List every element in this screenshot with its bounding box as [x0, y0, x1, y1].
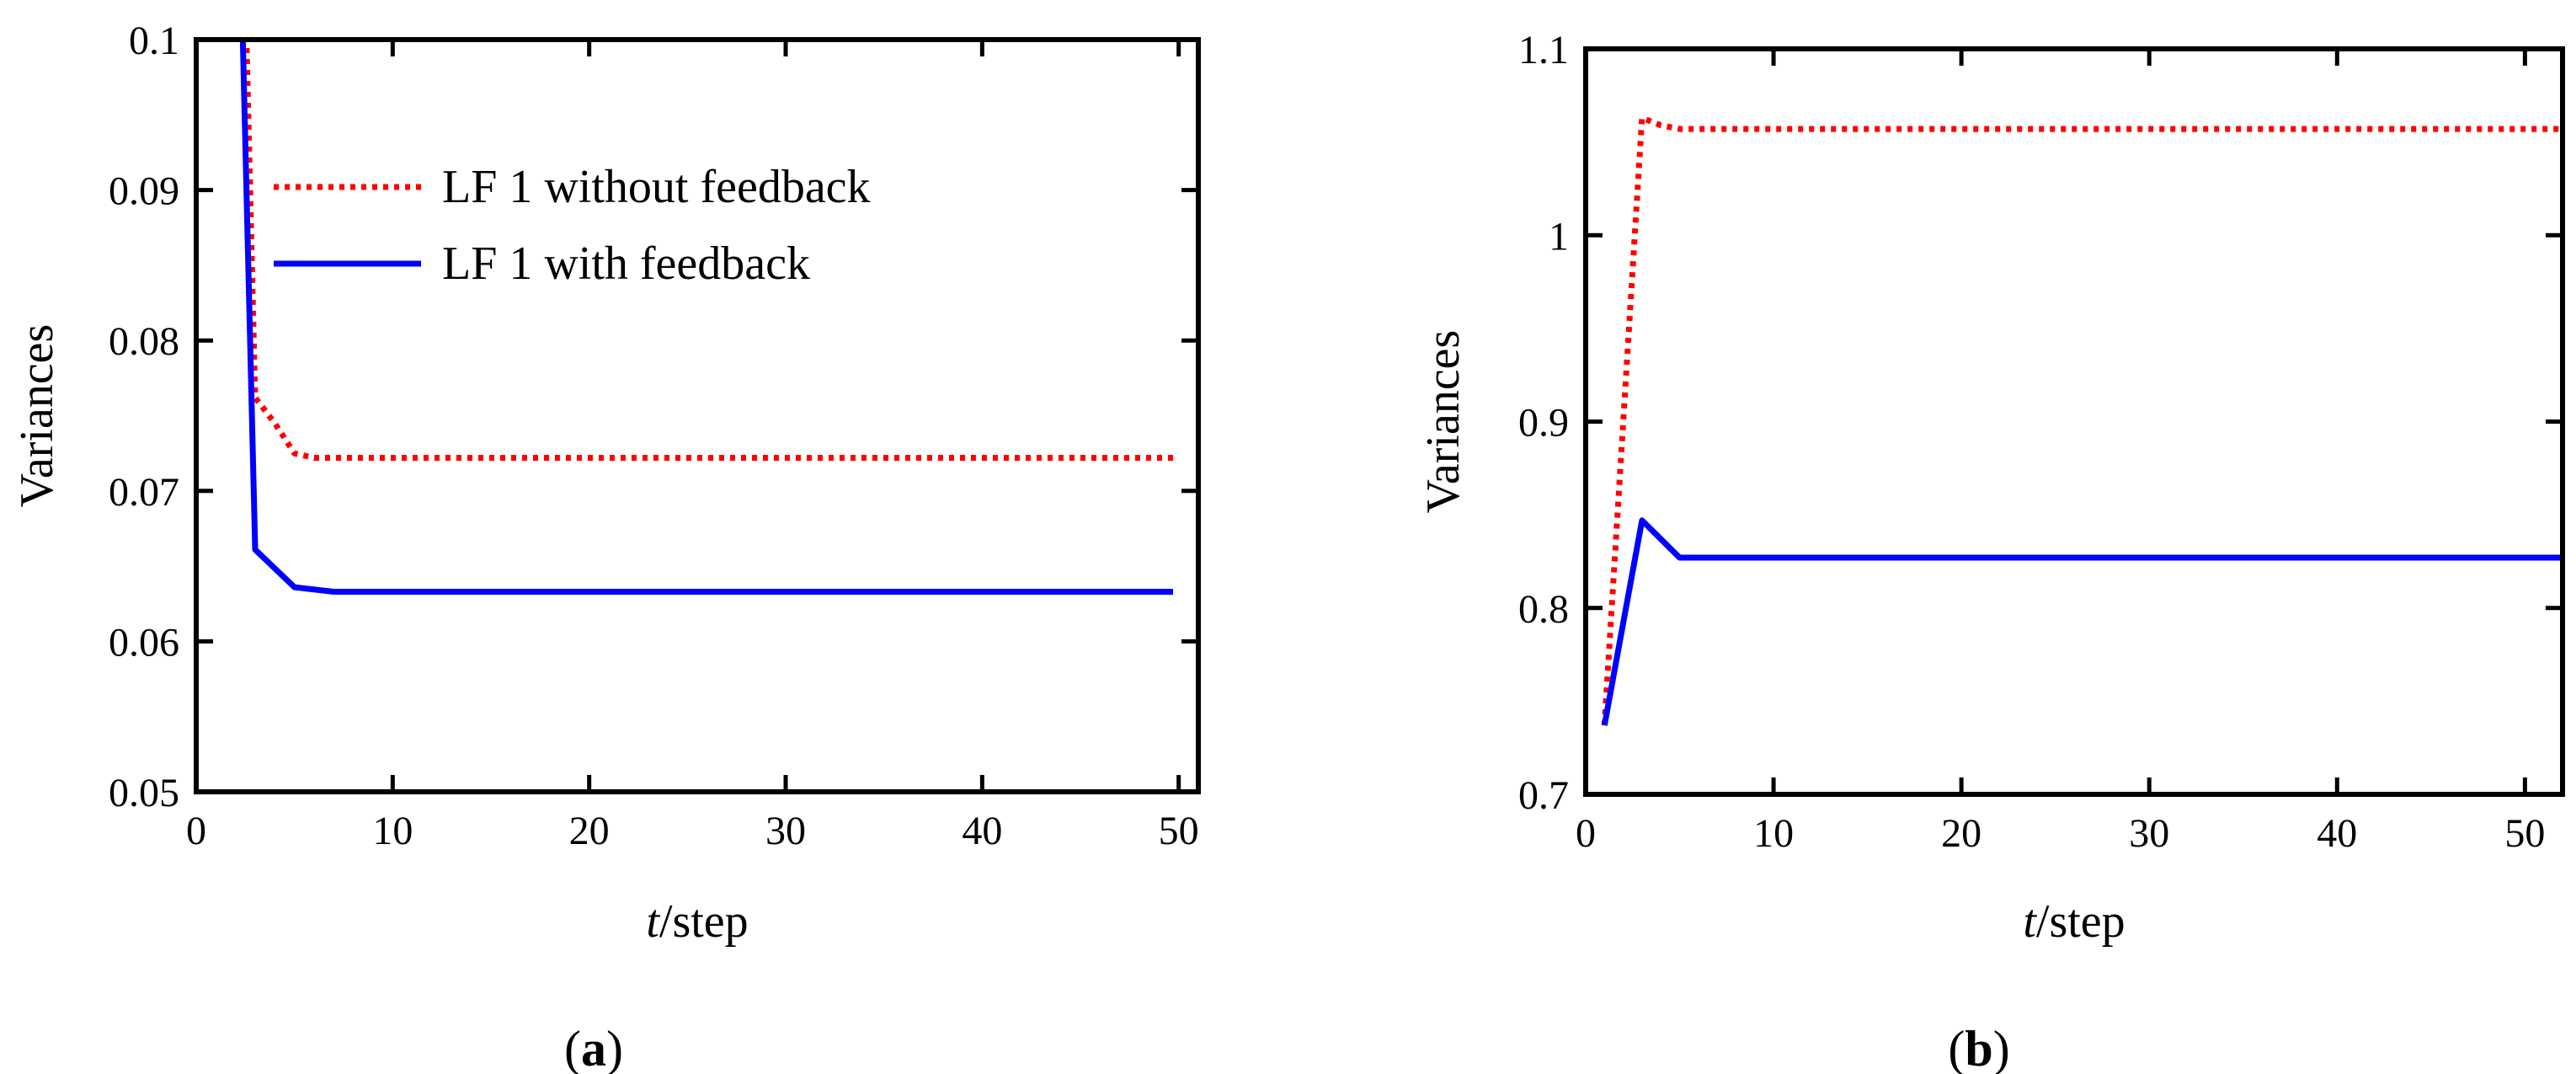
y-tick-label: 0.7 — [1518, 773, 1569, 818]
x-tick-label: 30 — [2129, 811, 2169, 856]
x-tick-label: 0 — [186, 809, 206, 853]
panel-label: (b) — [1948, 1021, 2009, 1074]
x-tick-label: 20 — [1941, 811, 1981, 856]
x-tick-label: 50 — [1159, 809, 1199, 853]
y-axis-label: Variances — [1417, 330, 1469, 514]
chart-a: 0 10 20 30 40 50 0.05 0.06 0.07 0.08 0.09 0.1 t/step… — [11, 19, 1201, 1074]
x-tick-label: 30 — [765, 809, 806, 853]
plot-frame — [194, 37, 1201, 794]
panel-label: (a) — [564, 1021, 623, 1074]
series-group — [239, 40, 1173, 595]
y-tick-label: 1 — [1549, 214, 1569, 259]
x-tick-label: 10 — [372, 809, 413, 853]
x-tick-label: 40 — [962, 809, 1002, 853]
x-tick-label: 20 — [569, 809, 610, 853]
y-tick-label: 0.06 — [109, 620, 179, 665]
chart-b: 0 10 20 30 40 50 0.7 0.8 0.9 1 1.1 t/step Variances (… — [1417, 28, 2565, 1074]
y-axis-label: Variances — [11, 324, 63, 508]
series-line-with-feedback — [1601, 517, 2563, 726]
series-line-without-feedback — [1601, 115, 2563, 726]
x-tick-label: 10 — [1753, 811, 1794, 856]
legend-label: LF 1 without feedback — [442, 161, 871, 213]
series-group — [1601, 115, 2563, 726]
y-tick-label: 0.05 — [109, 771, 179, 815]
x-tick-label: 40 — [2317, 811, 2357, 856]
series-line-with-feedback — [239, 40, 1173, 595]
legend-label: LF 1 with feedback — [442, 238, 810, 290]
y-tick-label: 0.09 — [109, 169, 179, 214]
y-tick-label: 0.07 — [109, 470, 179, 515]
x-tick-label: 50 — [2504, 811, 2545, 856]
y-tick-label: 0.8 — [1518, 587, 1569, 632]
legend: LF 1 without feedback LF 1 with feedback — [274, 161, 871, 290]
series-line-without-feedback — [243, 40, 1173, 461]
y-tick-label: 0.08 — [109, 319, 179, 364]
x-axis-label: t/step — [646, 895, 748, 948]
x-tick-label: 0 — [1576, 811, 1596, 856]
y-tick-label: 0.1 — [129, 19, 179, 63]
x-axis-label: t/step — [2023, 895, 2125, 948]
y-tick-label: 1.1 — [1518, 28, 1569, 72]
plot-frame — [1583, 46, 2565, 797]
y-tick-label: 0.9 — [1518, 401, 1569, 446]
